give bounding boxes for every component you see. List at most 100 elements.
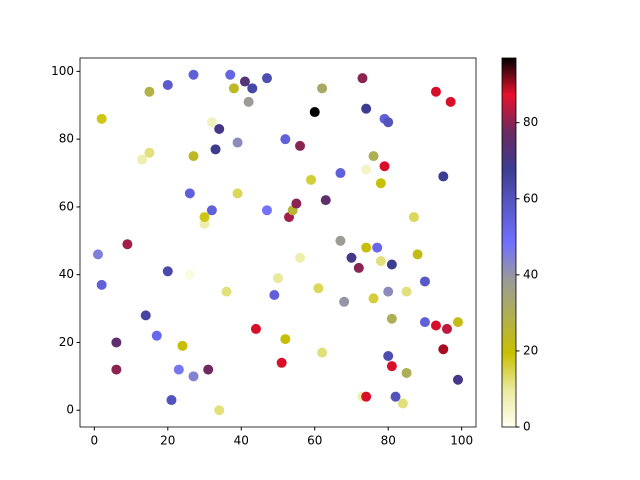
point [412,249,423,260]
point [177,340,188,351]
point [383,117,394,128]
point [346,252,357,263]
point [188,151,199,162]
point [206,205,217,216]
point [188,371,199,382]
colorbar-tick-label: 60 [523,191,538,205]
point [401,286,412,297]
point [441,323,452,334]
point [96,113,107,124]
y-tick-label: 40 [59,267,74,281]
point [291,198,302,209]
point [445,96,456,107]
point [361,164,372,175]
point [430,86,441,97]
point [280,134,291,145]
colorbar [501,57,517,428]
point [111,337,122,348]
point [122,239,133,250]
point [96,279,107,290]
point [320,195,331,206]
point [317,347,328,358]
point [453,374,463,385]
point [306,174,317,185]
point [375,178,386,189]
point [184,188,195,199]
point [372,242,383,253]
point [383,351,394,362]
y-tick-label: 80 [59,132,74,146]
x-tick-label: 20 [160,434,175,448]
point [228,83,239,94]
point [93,249,103,260]
point [280,334,291,345]
x-tick-label: 40 [234,434,249,448]
colorbar-tick-label: 80 [523,115,538,129]
point [375,256,386,267]
point [419,317,430,328]
point [261,73,272,84]
point [210,144,221,155]
point [137,154,148,165]
point [453,317,463,328]
point [430,320,441,331]
point [386,259,397,270]
point [335,168,346,179]
plot-frame [79,57,477,428]
point [184,269,195,280]
point [206,117,217,128]
point [295,252,306,263]
point [151,330,162,341]
point [162,266,173,277]
point [408,212,419,223]
point [144,86,155,97]
point [361,391,372,402]
point [273,273,283,284]
point [438,344,449,355]
y-tick-label: 60 [59,199,74,213]
point [368,151,379,162]
point [401,367,412,378]
point [317,83,328,94]
point [239,76,250,87]
x-tick-label: 60 [307,434,322,448]
point [199,212,210,223]
point [214,405,225,416]
colorbar-tick-label: 40 [523,267,538,281]
point [386,313,397,324]
point [232,188,243,199]
x-tick-label: 0 [91,434,99,448]
point [361,103,372,114]
point [357,73,368,84]
y-tick-label: 0 [66,403,74,417]
point [111,364,122,375]
point [144,147,155,158]
point [247,83,258,94]
point [295,140,306,151]
x-tick-label: 100 [450,434,473,448]
point [261,205,272,216]
point [140,310,151,321]
point [276,357,287,368]
x-tick-label: 80 [381,434,396,448]
point [162,79,173,90]
point [353,262,364,273]
point [188,69,199,80]
point [313,283,324,294]
point [173,364,184,375]
point [232,137,243,148]
point [335,235,346,246]
point [269,290,280,301]
point [339,296,350,307]
point [383,286,394,297]
point [438,171,449,182]
point [250,323,261,334]
point [419,276,430,287]
point [214,123,225,134]
point [243,96,254,107]
point [361,242,372,253]
point [309,107,320,118]
point [368,293,379,304]
point [379,161,390,172]
